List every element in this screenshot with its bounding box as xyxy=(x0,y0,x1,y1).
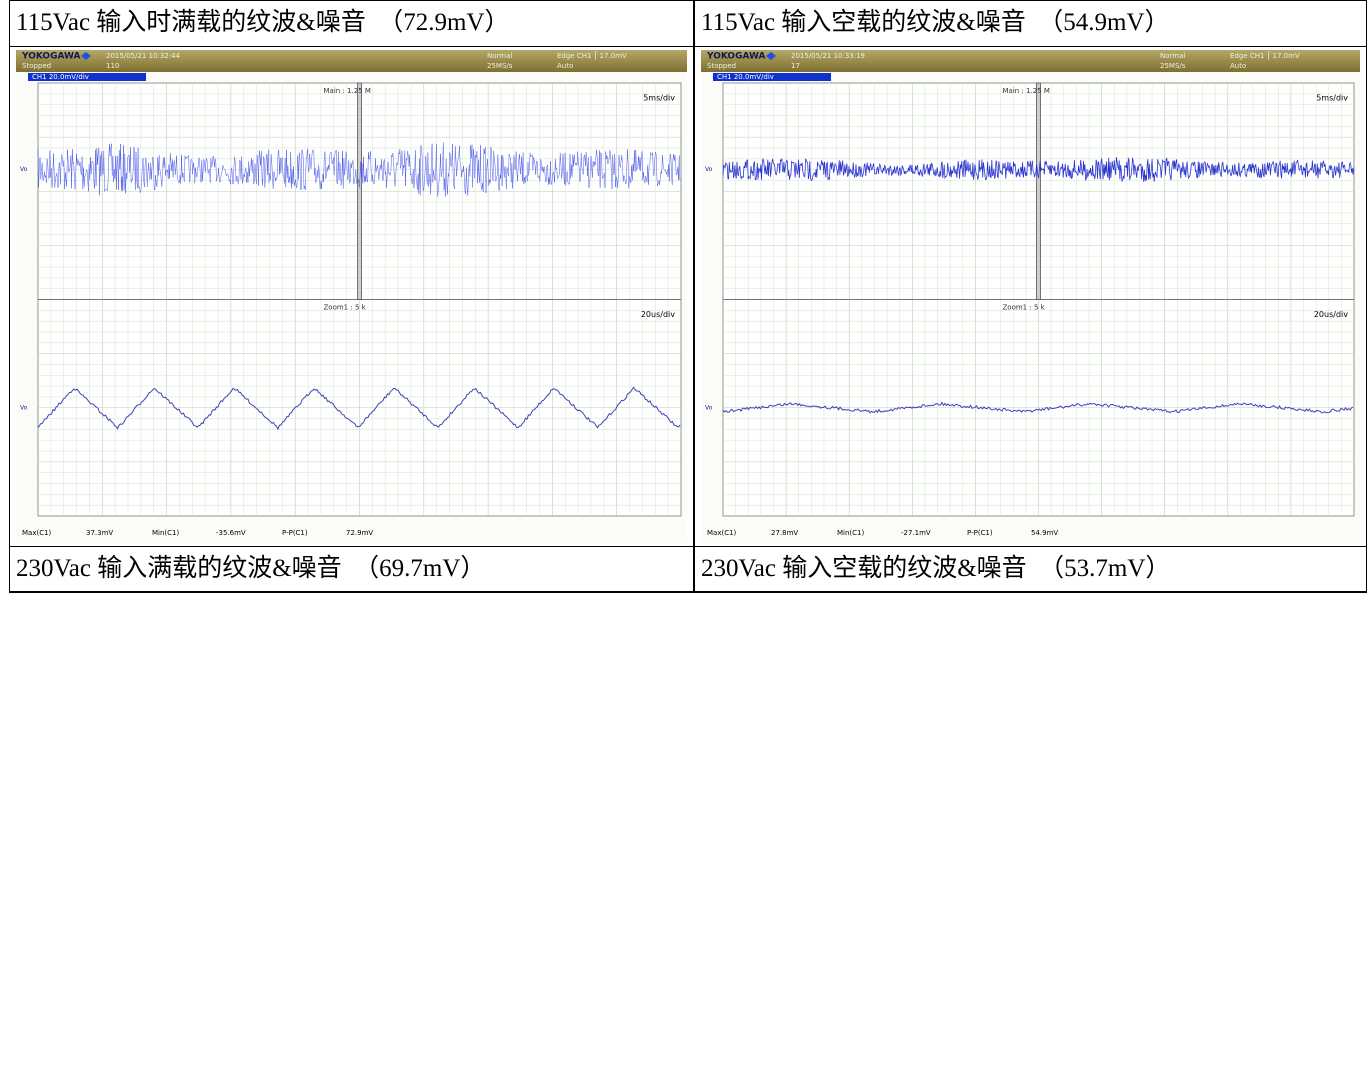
image-cell: YOKOGAWA 2015/05/21 10:33:19 Stopped 17 Norm… xyxy=(694,46,1367,547)
zoom-window xyxy=(1037,83,1041,300)
mode: Normal xyxy=(487,52,512,60)
main-div: 5ms/div xyxy=(1316,94,1348,103)
caption-cell: 230Vac 输入空载的纹波&噪音 （53.7mV） xyxy=(694,546,1367,592)
caption: 230Vac 输入满载的纹波&噪音 （69.7mV） xyxy=(16,555,485,582)
caption-cell: 230Vac 输入满载的纹波&噪音 （69.7mV） xyxy=(9,546,694,592)
status: Stopped xyxy=(22,62,51,70)
probe-label: Vo xyxy=(705,404,713,411)
probe-label: Vo xyxy=(20,166,28,173)
brand: YOKOGAWA xyxy=(706,52,766,62)
count: 110 xyxy=(106,62,119,70)
measure-label: Max(C1) xyxy=(707,529,737,537)
trigger-mode: Auto xyxy=(1230,62,1246,70)
trigger-mode: Auto xyxy=(557,62,573,70)
measure-label: Min(C1) xyxy=(837,529,864,537)
oscilloscope-screen: YOKOGAWA 2015/05/21 10:32:44 Stopped 110 Nor… xyxy=(16,50,687,543)
caption: 115Vac 输入空载的纹波&噪音 （54.9mV） xyxy=(701,9,1170,36)
datetime: 2015/05/21 10:32:44 xyxy=(106,52,181,60)
datetime: 2015/05/21 10:33:19 xyxy=(791,52,865,60)
caption: 230Vac 输入空载的纹波&噪音 （53.7mV） xyxy=(701,555,1170,582)
zoom-div: 20us/div xyxy=(641,310,675,319)
measure-value: 37.3mV xyxy=(86,529,113,537)
document: 115Vac 输入时满载的纹波&噪音 （72.9mV）YOKOGAWA2015/… xyxy=(0,0,1370,1090)
measure-value: 27.8mV xyxy=(771,529,798,537)
zoom-label: Zoom1 : 5 k xyxy=(1003,304,1046,312)
measure-value: 72.9mV xyxy=(346,529,373,537)
main-label: Main : 1.25 M xyxy=(324,87,371,95)
rate: 25MS/s xyxy=(487,62,513,70)
probe-label: Vo xyxy=(705,166,713,173)
trigger: Edge CH1 ⌠ 17.0mV xyxy=(557,51,627,60)
measure-label: P-P(C1) xyxy=(282,529,308,537)
caption: 115Vac 输入时满载的纹波&噪音 （72.9mV） xyxy=(16,9,510,36)
rate: 25MS/s xyxy=(1160,62,1186,70)
image-cell: YOKOGAWA 2015/05/21 10:32:44 Stopped 110 Nor… xyxy=(9,46,694,547)
caption-cell: 115Vac 输入时满载的纹波&噪音 （72.9mV） xyxy=(9,0,694,47)
caption-cell: 115Vac 输入空载的纹波&噪音 （54.9mV） xyxy=(694,0,1367,47)
measure-value: -35.6mV xyxy=(216,529,246,537)
count: 17 xyxy=(791,62,800,70)
trigger: Edge CH1 ⌠ 17.0mV xyxy=(1230,51,1300,60)
measure-value: 54.9mV xyxy=(1031,529,1058,537)
zoom-label: Zoom1 : 5 k xyxy=(324,304,367,312)
main-label: Main : 1.25 M xyxy=(1003,87,1050,95)
zoom-div: 20us/div xyxy=(1314,310,1348,319)
brand: YOKOGAWA xyxy=(21,52,81,62)
channel: CH1 20.0mV/div xyxy=(32,73,89,81)
mode: Normal xyxy=(1160,52,1185,60)
measure-label: Min(C1) xyxy=(152,529,179,537)
channel: CH1 20.0mV/div xyxy=(717,73,774,81)
status: Stopped xyxy=(707,62,736,70)
measure-label: Max(C1) xyxy=(22,529,52,537)
oscilloscope-screen: YOKOGAWA 2015/05/21 10:33:19 Stopped 17 Norm… xyxy=(701,50,1360,543)
main-div: 5ms/div xyxy=(643,94,675,103)
probe-label: Vo xyxy=(20,404,28,411)
measure-value: -27.1mV xyxy=(901,529,931,537)
zoom-window xyxy=(358,83,362,300)
measure-label: P-P(C1) xyxy=(967,529,993,537)
